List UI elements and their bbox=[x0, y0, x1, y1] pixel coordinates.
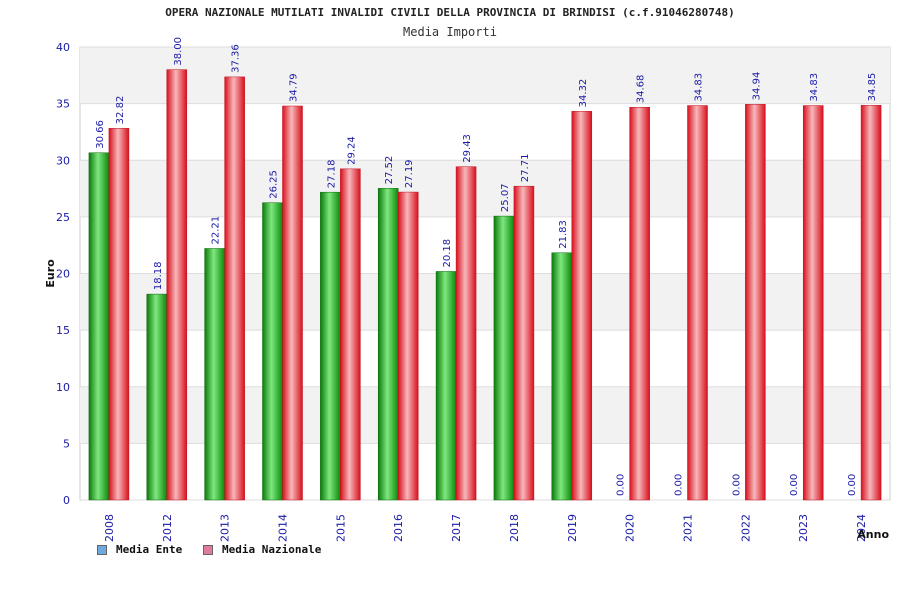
x-tick-label: 2022 bbox=[739, 514, 752, 542]
y-tick-label: 25 bbox=[56, 211, 70, 224]
data-label: 34.83 bbox=[694, 73, 705, 102]
data-label: 18.18 bbox=[153, 261, 164, 290]
bar-media-nazionale bbox=[455, 166, 477, 501]
y-tick-label: 0 bbox=[63, 494, 70, 507]
data-label: 20.18 bbox=[442, 239, 453, 268]
bar-media-ente bbox=[320, 191, 341, 501]
data-label: 25.07 bbox=[500, 183, 511, 212]
legend-swatch bbox=[203, 544, 213, 555]
data-label: 27.19 bbox=[404, 159, 415, 188]
data-label: 34.83 bbox=[809, 73, 820, 102]
x-tick-label: 2013 bbox=[219, 514, 232, 542]
data-label: 30.66 bbox=[95, 120, 106, 149]
data-label: 27.52 bbox=[384, 156, 395, 185]
data-label: 34.85 bbox=[867, 73, 878, 102]
data-label: 29.24 bbox=[346, 136, 357, 165]
data-label: 32.82 bbox=[115, 96, 126, 125]
x-tick-label: 2024 bbox=[855, 514, 868, 542]
y-axis-title: Euro bbox=[44, 259, 57, 288]
x-tick-label: 2020 bbox=[624, 514, 637, 542]
bar-media-ente bbox=[377, 188, 399, 501]
x-tick-label: 2008 bbox=[103, 514, 116, 542]
x-tick-label: 2017 bbox=[450, 514, 463, 542]
x-tick-label: 2018 bbox=[508, 514, 521, 542]
bar-media-ente bbox=[551, 252, 573, 501]
data-label: 21.83 bbox=[558, 220, 569, 249]
y-tick-label: 20 bbox=[56, 268, 70, 281]
bar-media-nazionale bbox=[513, 185, 535, 501]
data-label: 0.00 bbox=[731, 474, 742, 496]
bar-media-nazionale bbox=[282, 105, 303, 501]
data-label: 27.71 bbox=[520, 154, 531, 183]
data-label: 22.21 bbox=[211, 216, 222, 245]
bar-media-ente bbox=[204, 248, 225, 501]
y-tick-label: 15 bbox=[56, 324, 70, 337]
data-label: 26.25 bbox=[269, 170, 280, 199]
data-label: 37.36 bbox=[231, 44, 242, 73]
bar-media-ente bbox=[88, 152, 110, 501]
bar-media-nazionale bbox=[224, 76, 245, 501]
bar-media-ente bbox=[146, 293, 168, 501]
y-tick-label: 10 bbox=[56, 381, 70, 394]
x-tick-label: 2023 bbox=[797, 514, 810, 542]
bar-media-nazionale bbox=[629, 106, 650, 501]
data-label: 34.79 bbox=[289, 73, 300, 102]
bar-media-ente bbox=[262, 202, 283, 501]
x-tick-label: 2012 bbox=[161, 514, 174, 542]
data-label: 0.00 bbox=[847, 474, 858, 496]
data-label: 34.68 bbox=[636, 75, 647, 104]
bar-media-nazionale bbox=[687, 105, 708, 501]
bar-media-nazionale bbox=[340, 168, 361, 501]
legend-item-media-nazionale: Media Nazionale bbox=[203, 543, 321, 556]
bar-media-nazionale bbox=[860, 105, 882, 501]
legend-item-media-ente: Media Ente bbox=[97, 543, 182, 556]
grid-band bbox=[80, 160, 890, 217]
bar-media-ente bbox=[435, 271, 457, 501]
bar-media-nazionale bbox=[166, 69, 188, 501]
y-tick-label: 5 bbox=[63, 437, 70, 450]
x-tick-label: 2021 bbox=[682, 514, 695, 542]
data-label: 0.00 bbox=[674, 474, 685, 496]
bar-media-nazionale bbox=[108, 128, 130, 501]
data-label: 27.18 bbox=[326, 160, 337, 189]
bar-media-nazionale bbox=[745, 104, 766, 501]
chart-title: OPERA NAZIONALE MUTILATI INVALIDI CIVILI… bbox=[165, 6, 735, 19]
data-label: 0.00 bbox=[616, 474, 627, 496]
grid-band bbox=[80, 273, 890, 331]
bar-media-ente bbox=[493, 215, 515, 501]
x-tick-label: 2015 bbox=[334, 514, 347, 542]
x-tick-label: 2014 bbox=[277, 514, 290, 542]
legend-label: Media Ente bbox=[116, 543, 183, 556]
grid-band bbox=[80, 386, 890, 444]
data-label: 34.32 bbox=[578, 79, 589, 108]
data-label: 0.00 bbox=[789, 474, 800, 496]
bar-media-nazionale bbox=[397, 191, 419, 501]
legend-label: Media Nazionale bbox=[222, 543, 322, 556]
grid-band bbox=[80, 47, 890, 104]
y-tick-label: 40 bbox=[56, 41, 70, 54]
x-tick-label: 2016 bbox=[392, 514, 405, 542]
data-label: 29.43 bbox=[462, 134, 473, 163]
bar-media-nazionale bbox=[571, 111, 593, 501]
bar-media-nazionale bbox=[802, 105, 824, 501]
x-tick-label: 2019 bbox=[566, 514, 579, 542]
x-axis-title: Anno bbox=[857, 528, 889, 541]
y-tick-label: 30 bbox=[56, 154, 70, 167]
y-tick-label: 35 bbox=[56, 98, 70, 111]
data-label: 38.00 bbox=[173, 37, 184, 66]
legend-swatch bbox=[97, 544, 107, 555]
data-label: 34.94 bbox=[751, 72, 762, 101]
chart-subtitle: Media Importi bbox=[403, 25, 497, 39]
